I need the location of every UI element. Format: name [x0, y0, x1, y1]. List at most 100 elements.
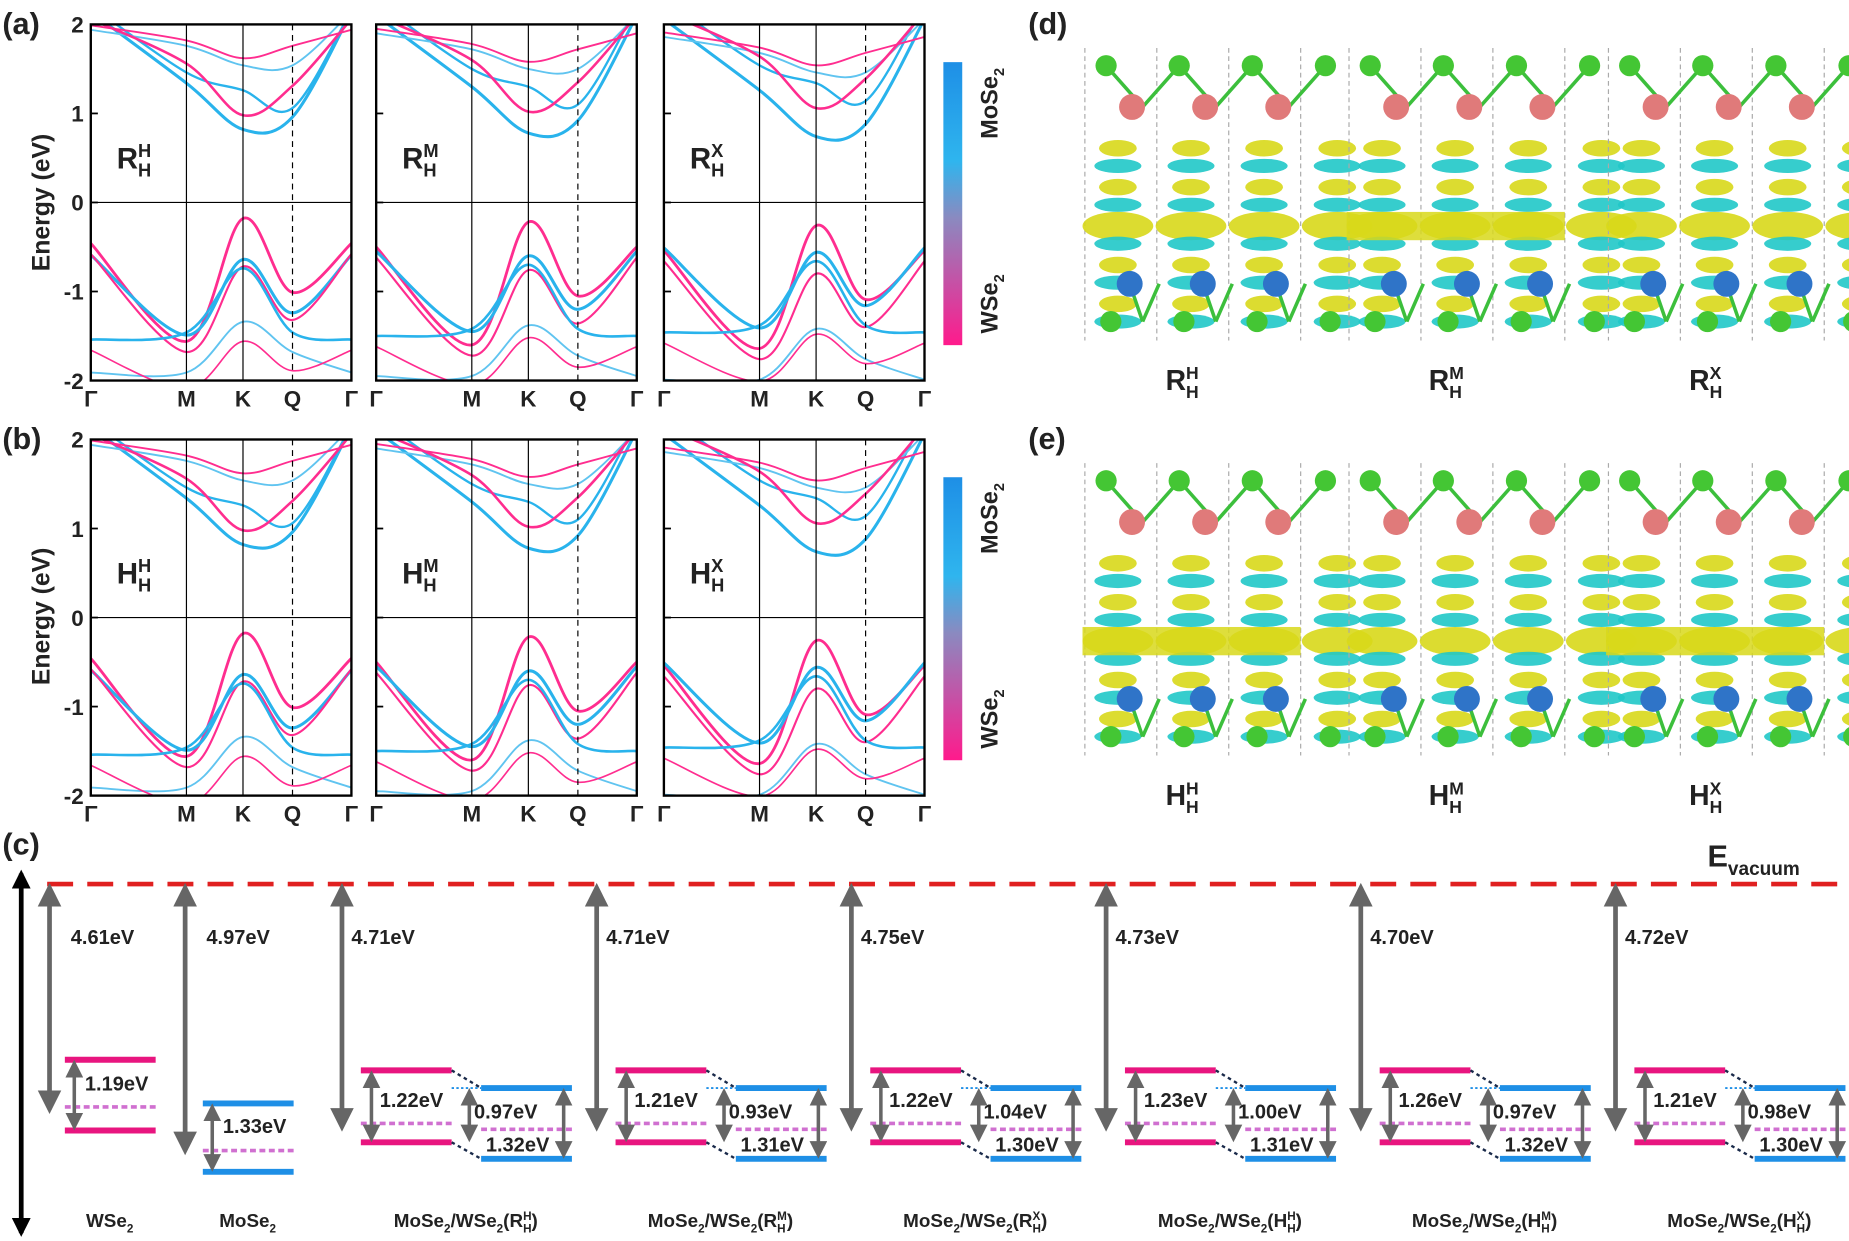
charge-blob [1768, 555, 1807, 572]
connector [960, 1069, 992, 1090]
k-label: M [462, 386, 481, 411]
charge-blob [1837, 613, 1849, 627]
connector [451, 1141, 482, 1160]
structure-image [1346, 463, 1637, 756]
text-part: MoSe [1158, 1210, 1208, 1231]
atom-se [1168, 55, 1190, 77]
charge-blob [1504, 197, 1552, 212]
atom-se [1843, 312, 1849, 332]
charge-blob [1436, 671, 1475, 689]
charge-blob [1695, 671, 1734, 689]
band [663, 327, 925, 381]
y-tick-label: -1 [64, 695, 84, 720]
atom-se [1623, 310, 1645, 333]
atom-se [1314, 470, 1337, 492]
energy-label: 1.23eV [1144, 1090, 1208, 1112]
charge-sheet [1606, 626, 1825, 656]
connector [1215, 1069, 1246, 1090]
charge-blob [1172, 139, 1210, 157]
energy-label: 4.61eV [71, 927, 135, 949]
y-tick-label: -2 [64, 784, 84, 809]
charge-blob [1099, 139, 1137, 157]
charge-blob [1825, 627, 1849, 655]
energy-label: 4.75eV [861, 927, 925, 949]
text-part: R [117, 142, 138, 175]
text-part: H [423, 575, 436, 596]
charge-blob [1240, 573, 1288, 589]
bond [1478, 283, 1499, 323]
text-part: H [423, 160, 436, 181]
atom-se [1100, 726, 1122, 748]
y-axis-label: Energy (eV) [29, 134, 56, 272]
charge-blob [1768, 593, 1807, 611]
k-label: Γ [657, 386, 671, 411]
atom-w [1383, 509, 1410, 536]
text-part: /WSe [1215, 1210, 1261, 1231]
charge-blob [1318, 710, 1357, 728]
colorbar [943, 62, 963, 346]
k-label: M [177, 386, 196, 411]
atom-se [1437, 310, 1459, 333]
k-label: Γ [918, 386, 932, 411]
atom-se [1510, 310, 1532, 333]
k-label: Q [857, 802, 874, 827]
charge-blob [1436, 256, 1475, 274]
band [90, 216, 352, 343]
charge-blob [1679, 211, 1750, 241]
text-part: 2 [1515, 1222, 1522, 1235]
atom-w [1265, 93, 1292, 120]
atom-se [1364, 726, 1386, 748]
charge-blob [1764, 573, 1812, 589]
charge-blob [1082, 211, 1154, 241]
charge-blob [1841, 673, 1849, 687]
text-part: MoSe [1412, 1210, 1462, 1231]
energy-label: 1.04eV [983, 1102, 1047, 1124]
energy-label: 0.98eV [1748, 1102, 1812, 1124]
text-part: WSe [86, 1210, 127, 1231]
charge-blob [1363, 593, 1401, 611]
text-part: 2 [1208, 1222, 1215, 1235]
charge-blob [1363, 139, 1401, 157]
atom-w [1642, 509, 1669, 536]
charge-blob [1245, 256, 1283, 274]
bond [1664, 698, 1685, 738]
charge-blob [1582, 593, 1621, 611]
k-label: M [750, 802, 769, 827]
stacking-label: H XH [1689, 778, 1722, 817]
charge-blob [1492, 626, 1564, 656]
atom-se [1173, 726, 1195, 748]
text-part: 2 [953, 1222, 960, 1235]
charge-blob [1245, 593, 1283, 611]
text-part: 2 [127, 1222, 134, 1235]
charge-blob [1841, 712, 1849, 726]
atom-w [1119, 509, 1146, 536]
y-tick-label: -2 [64, 369, 84, 394]
atom-se [1095, 470, 1117, 492]
stacking-label: R MH [402, 140, 439, 180]
charge-blob [1099, 178, 1137, 196]
atom-se [1319, 726, 1341, 748]
y-axis-label: Energy (eV) [29, 548, 56, 686]
atom-se [1765, 470, 1787, 492]
energy-label: 1.26eV [1399, 1090, 1463, 1112]
charge-blob [1172, 555, 1210, 572]
energy-label: 1.31eV [1250, 1135, 1314, 1157]
charge-blob [1245, 671, 1283, 689]
atom-w [1529, 93, 1556, 120]
bond [1141, 283, 1161, 323]
charge-blob [1690, 158, 1739, 173]
text-part: H [1449, 382, 1462, 402]
structure-image [1082, 463, 1373, 756]
charge-blob [1245, 295, 1283, 313]
charge-blob [1582, 178, 1621, 196]
text-part: H [1541, 1222, 1549, 1235]
energy-label: 4.71eV [351, 927, 415, 949]
text-part: ) [1296, 1210, 1302, 1231]
charge-blob [1094, 158, 1142, 173]
charge-blob [1240, 197, 1288, 212]
text-part: 2 [992, 483, 1008, 491]
energy-label: 4.73eV [1116, 927, 1180, 949]
charge-blob [1358, 197, 1406, 212]
y-tick-label: 2 [71, 428, 83, 453]
atom-mo [1713, 270, 1740, 297]
